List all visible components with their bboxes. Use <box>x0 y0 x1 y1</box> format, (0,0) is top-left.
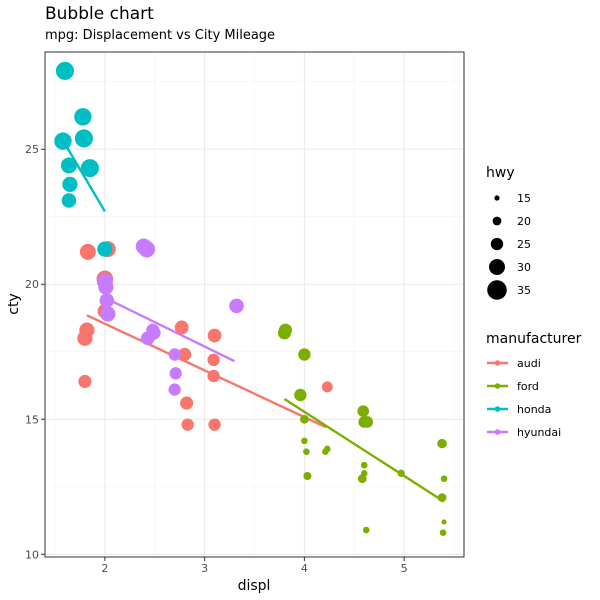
color-legend-point <box>494 406 501 412</box>
color-legend-title: manufacturer <box>486 331 582 347</box>
trend-line-ford <box>283 398 445 503</box>
data-point-honda <box>60 157 77 174</box>
data-point-ford <box>294 388 307 402</box>
data-point-ford <box>278 323 292 337</box>
trend-lines <box>63 143 445 503</box>
color-legend-point <box>494 429 501 435</box>
x-axis-title: displ <box>238 578 271 594</box>
data-point-audi <box>178 347 192 361</box>
size-legend-label: 25 <box>517 238 531 251</box>
size-legend-key <box>487 280 507 300</box>
axes: 2 3 4 5 10 15 20 25 <box>25 143 408 575</box>
size-legend-key <box>492 216 502 226</box>
data-point-hyundai <box>98 279 114 295</box>
data-point-honda <box>54 132 72 150</box>
trend-line-honda <box>63 143 106 212</box>
data-point-ford <box>324 445 331 453</box>
data-point-honda <box>80 159 99 178</box>
data-point-audi <box>207 369 220 383</box>
data-point-ford <box>300 414 309 424</box>
size-legend-label: 20 <box>517 215 531 228</box>
size-legend-key <box>494 195 500 201</box>
color-legend-point <box>494 383 501 389</box>
size-legend-label: 35 <box>517 284 531 297</box>
legend: hwy manufacturer 15 20 25 30 35 audi ford honda… <box>486 165 582 439</box>
data-point-hyundai <box>146 325 161 340</box>
y-tick-label: 20 <box>25 278 39 291</box>
trend-line-audi <box>86 314 327 429</box>
data-point-audi <box>181 418 194 431</box>
size-legend-label: 15 <box>517 192 531 205</box>
data-point-audi <box>207 328 222 343</box>
chart-subtitle: mpg: Displacement vs City Mileage <box>45 28 276 43</box>
data-point-hyundai <box>138 240 156 258</box>
data-point-audi <box>207 353 220 367</box>
size-legend-key <box>489 259 505 275</box>
data-point-ford <box>439 529 447 536</box>
data-point-ford <box>303 448 310 455</box>
data-point-hyundai <box>100 306 116 322</box>
panel-border <box>44 51 465 558</box>
x-tick-label: 4 <box>301 562 308 575</box>
y-tick-label: 10 <box>25 548 39 561</box>
x-tick-label: 3 <box>201 562 208 575</box>
x-tick-label: 5 <box>401 562 408 575</box>
data-point-ford <box>437 493 447 502</box>
color-legend-label: ford <box>517 380 539 393</box>
data-point-hyundai <box>169 367 182 380</box>
data-point-hyundai <box>168 383 181 396</box>
data-point-honda <box>74 108 92 126</box>
y-axis-title: cty <box>6 293 22 314</box>
color-legend-label: honda <box>517 403 551 416</box>
trend-line-hyundai <box>104 296 236 363</box>
data-points <box>54 61 448 536</box>
data-point-honda <box>61 193 77 208</box>
data-point-audi <box>180 396 194 410</box>
data-point-audi <box>321 381 333 393</box>
data-point-ford <box>298 348 311 361</box>
data-point-ford <box>357 405 370 417</box>
y-tick-label: 15 <box>25 413 39 426</box>
data-point-audi <box>208 418 221 431</box>
data-point-honda <box>62 176 78 192</box>
data-point-audi <box>79 322 95 338</box>
data-point-ford <box>397 469 405 477</box>
data-point-ford <box>437 438 447 449</box>
data-point-honda <box>97 241 113 257</box>
data-point-ford <box>440 475 448 482</box>
size-legend-key <box>490 237 504 251</box>
data-point-ford <box>303 471 312 481</box>
data-point-audi <box>78 374 92 389</box>
y-tick-label: 25 <box>25 143 39 156</box>
x-tick-label: 2 <box>101 562 108 575</box>
size-legend-title: hwy <box>486 165 515 181</box>
data-point-honda <box>55 61 75 80</box>
data-point-audi <box>174 320 189 335</box>
size-legend-label: 30 <box>517 261 531 274</box>
data-point-ford <box>357 474 367 484</box>
color-legend-point <box>494 360 501 366</box>
data-point-hyundai <box>168 348 181 361</box>
data-point-audi <box>79 243 96 260</box>
data-point-hyundai <box>229 298 244 314</box>
color-legend-label: audi <box>517 357 541 370</box>
color-legend-label: hyundai <box>517 426 561 439</box>
data-point-honda <box>74 129 93 148</box>
data-point-ford <box>362 526 370 534</box>
data-point-ford <box>360 461 368 469</box>
data-point-ford <box>361 416 374 428</box>
chart-title: Bubble chart <box>45 4 154 24</box>
data-point-hyundai <box>99 293 115 308</box>
data-point-ford <box>301 437 308 445</box>
data-point-ford <box>441 519 447 525</box>
